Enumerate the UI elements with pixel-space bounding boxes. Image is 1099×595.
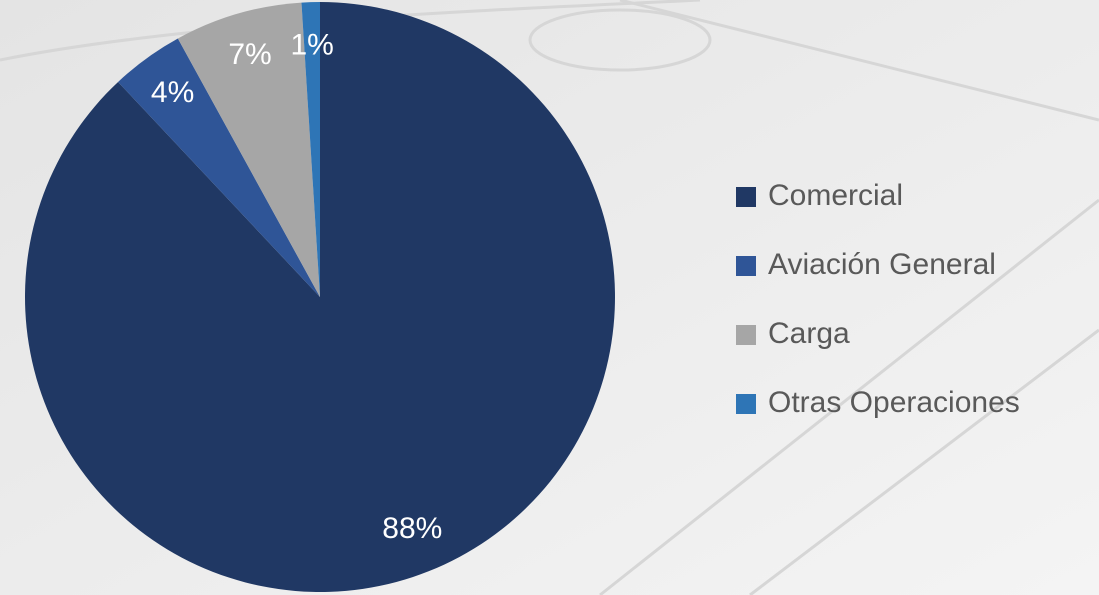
- legend-swatch: [736, 325, 756, 345]
- pie: 88% 4% 7% 1%: [25, 2, 615, 592]
- data-label: 7%: [228, 38, 271, 71]
- legend-label: Otras Operaciones: [768, 386, 1020, 419]
- legend-swatch: [736, 394, 756, 414]
- legend-label: Aviación General: [768, 248, 996, 281]
- data-label: 4%: [151, 76, 194, 109]
- data-label: 1%: [290, 28, 333, 61]
- legend-label: Comercial: [768, 179, 903, 212]
- legend-label: Carga: [768, 317, 850, 350]
- legend-swatch: [736, 256, 756, 276]
- data-label: 88%: [382, 512, 442, 545]
- chart: 88% 4% 7% 1% Comercial Aviación General Carga…: [0, 0, 1099, 595]
- legend-swatch: [736, 187, 756, 207]
